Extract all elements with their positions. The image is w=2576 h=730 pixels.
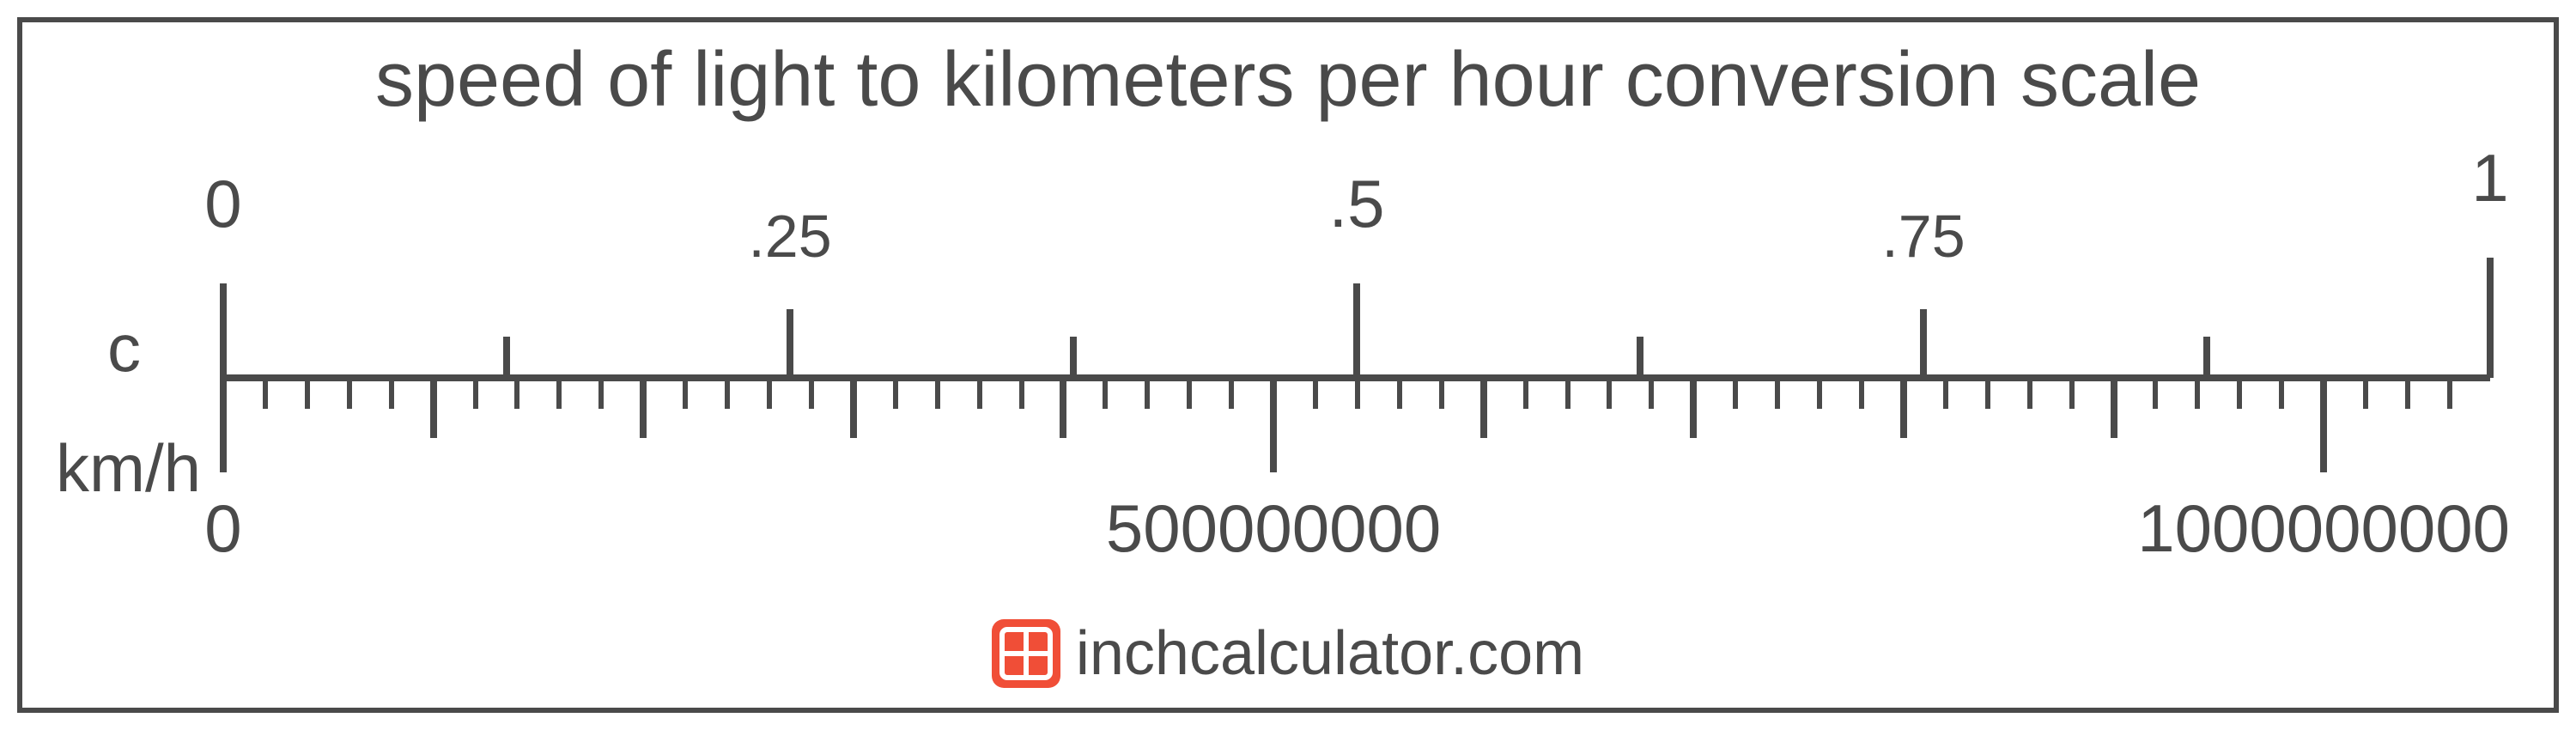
bottom-minor-tick <box>1775 378 1780 409</box>
bottom-minor-tick <box>1145 378 1150 409</box>
top-tick-label: 1 <box>2471 139 2508 217</box>
bottom-medium-tick <box>1060 378 1066 438</box>
top-tick-label: .75 <box>1881 202 1965 271</box>
bottom-minor-tick <box>2405 378 2410 409</box>
diagram-title: speed of light to kilometers per hour co… <box>0 36 2576 125</box>
bottom-medium-tick <box>640 378 647 438</box>
bottom-minor-tick <box>305 378 310 409</box>
top-tick-label: 0 <box>204 165 241 243</box>
bottom-minor-tick <box>2153 378 2158 409</box>
bottom-minor-tick <box>1103 378 1108 409</box>
footer: inchcalculator.com <box>0 618 2576 692</box>
top-major-tick <box>787 309 793 378</box>
top-medium-tick <box>1637 337 1643 378</box>
bottom-minor-tick <box>473 378 478 409</box>
bottom-minor-tick <box>598 378 604 409</box>
bottom-major-tick <box>220 378 227 472</box>
bottom-minor-tick <box>1439 378 1444 409</box>
bottom-minor-tick <box>263 378 268 409</box>
bottom-minor-tick <box>2237 378 2242 409</box>
bottom-medium-tick <box>1480 378 1487 438</box>
top-medium-tick <box>1070 337 1077 378</box>
bottom-minor-tick <box>514 378 519 409</box>
bottom-minor-tick <box>809 378 814 409</box>
bottom-major-tick <box>1270 378 1277 472</box>
bottom-minor-tick <box>1313 378 1318 409</box>
bottom-minor-tick <box>2195 378 2200 409</box>
bottom-major-tick <box>2320 378 2327 472</box>
bottom-medium-tick <box>2111 378 2117 438</box>
bottom-unit-label: km/h <box>56 429 201 508</box>
bottom-minor-tick <box>389 378 394 409</box>
bottom-medium-tick <box>850 378 857 438</box>
bottom-minor-tick <box>1943 378 1948 409</box>
bottom-tick-label: 1000000000 <box>2137 490 2510 568</box>
bottom-minor-tick <box>1607 378 1612 409</box>
bottom-minor-tick <box>1859 378 1864 409</box>
top-major-tick <box>220 283 227 378</box>
bottom-minor-tick <box>1649 378 1654 409</box>
top-unit-label: c <box>107 309 141 387</box>
bottom-minor-tick <box>1817 378 1822 409</box>
bottom-minor-tick <box>1355 378 1360 409</box>
bottom-minor-tick <box>2069 378 2075 409</box>
bottom-minor-tick <box>2279 378 2284 409</box>
top-medium-tick <box>503 337 510 378</box>
top-medium-tick <box>2203 337 2210 378</box>
bottom-minor-tick <box>1523 378 1528 409</box>
bottom-minor-tick <box>977 378 982 409</box>
top-major-tick <box>1920 309 1927 378</box>
calculator-icon <box>992 619 1060 688</box>
bottom-minor-tick <box>1985 378 1990 409</box>
bottom-minor-tick <box>347 378 352 409</box>
bottom-medium-tick <box>1900 378 1907 438</box>
bottom-minor-tick <box>1733 378 1738 409</box>
bottom-medium-tick <box>1690 378 1697 438</box>
bottom-minor-tick <box>2363 378 2368 409</box>
footer-text: inchcalculator.com <box>1076 618 1584 689</box>
bottom-tick-label: 500000000 <box>1106 490 1441 568</box>
bottom-minor-tick <box>2027 378 2032 409</box>
bottom-minor-tick <box>1565 378 1571 409</box>
bottom-minor-tick <box>767 378 772 409</box>
bottom-minor-tick <box>1397 378 1402 409</box>
top-major-tick <box>2487 258 2494 378</box>
bottom-minor-tick <box>2447 378 2452 409</box>
top-tick-label: .5 <box>1328 165 1384 243</box>
bottom-minor-tick <box>893 378 898 409</box>
bottom-minor-tick <box>725 378 730 409</box>
bottom-minor-tick <box>683 378 688 409</box>
bottom-minor-tick <box>556 378 562 409</box>
bottom-minor-tick <box>1229 378 1234 409</box>
top-tick-label: .25 <box>748 202 831 271</box>
top-major-tick <box>1353 283 1360 378</box>
bottom-minor-tick <box>1187 378 1192 409</box>
bottom-minor-tick <box>1019 378 1024 409</box>
bottom-minor-tick <box>935 378 940 409</box>
bottom-medium-tick <box>430 378 437 438</box>
bottom-tick-label: 0 <box>204 490 241 568</box>
